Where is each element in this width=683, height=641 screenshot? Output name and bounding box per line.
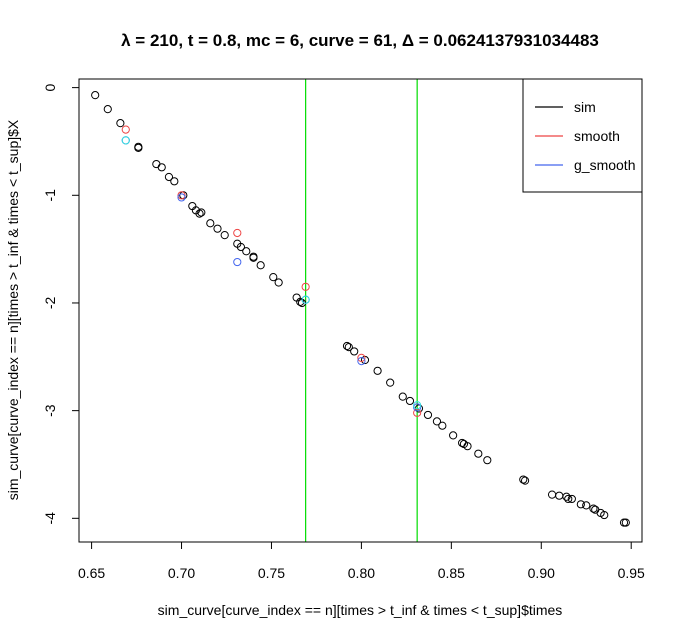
- data-point-sim: [274, 278, 283, 287]
- data-point-sim: [179, 191, 188, 200]
- y-tick-label: -3: [42, 404, 58, 417]
- data-point-sim: [386, 378, 395, 387]
- x-axis: 0.65 0.70 0.75 0.80 0.85 0.90 0.95: [78, 542, 645, 581]
- y-axis: 0 -1 -2 -3 -4: [42, 84, 79, 525]
- data-point-sim: [483, 456, 492, 465]
- data-point-sim: [463, 442, 472, 451]
- data-point-sim: [519, 475, 528, 484]
- data-point-sim: [520, 476, 530, 485]
- legend-label-g-smooth: g_smooth: [574, 157, 635, 173]
- data-point-g-smooth: [413, 403, 422, 412]
- data-point-sim: [170, 177, 179, 186]
- data-point-sim: [256, 261, 265, 270]
- data-point-sim: [564, 494, 573, 504]
- data-point-smooth: [301, 282, 310, 291]
- scatter-points: [91, 91, 630, 527]
- data-point-smooth: [233, 228, 242, 238]
- data-point-sim: [589, 504, 598, 513]
- data-point-sim: [342, 341, 352, 351]
- x-tick-label: 0.90: [528, 565, 555, 581]
- data-point-sim: [157, 163, 166, 172]
- data-point-sim: [405, 396, 415, 406]
- data-point-sim: [576, 500, 585, 509]
- x-tick-label: 0.70: [168, 565, 195, 581]
- data-point-sim: [600, 510, 609, 520]
- data-point-sim: [197, 208, 206, 217]
- data-point-sim: [567, 494, 576, 504]
- data-point-smooth: [177, 191, 186, 200]
- x-tick-label: 0.80: [348, 565, 375, 581]
- x-tick-label: 0.85: [438, 565, 465, 581]
- legend-label-smooth: smooth: [574, 128, 620, 144]
- data-point-sim: [236, 242, 245, 252]
- data-point-sim: [344, 343, 353, 352]
- data-point-sim: [152, 159, 161, 169]
- y-tick-label: -1: [42, 189, 58, 202]
- data-point-smooth: [121, 125, 130, 134]
- data-point-sim: [432, 417, 442, 426]
- data-point-sim: [220, 231, 229, 240]
- chart-title: λ = 210, t = 0.8, mc = 6, curve = 61, Δ …: [121, 31, 599, 50]
- data-point-sim: [398, 392, 407, 401]
- data-point-sim: [164, 172, 174, 182]
- x-tick-label: 0.75: [258, 565, 285, 581]
- data-point: [413, 401, 422, 410]
- data-point-sim: [242, 247, 251, 256]
- data-point: [121, 136, 130, 145]
- data-point-g-smooth: [177, 193, 186, 202]
- data-point-sim: [619, 518, 629, 527]
- data-point-sim: [547, 490, 557, 499]
- data-point-sim: [249, 253, 258, 262]
- data-point-sim: [621, 518, 630, 527]
- y-tick-label: -2: [42, 297, 58, 310]
- data-point-sim: [213, 224, 222, 233]
- x-tick-label: 0.95: [618, 565, 645, 581]
- y-axis-label: sim_curve[curve_index == n][times > t_in…: [5, 119, 21, 500]
- data-point-sim: [195, 209, 204, 218]
- x-axis-label: sim_curve[curve_index == n][times > t_in…: [158, 602, 563, 618]
- data-point-g-smooth: [233, 257, 242, 267]
- y-tick-label: 0: [42, 84, 58, 92]
- data-point-sim: [296, 297, 305, 306]
- data-point-sim: [373, 366, 382, 375]
- data-point-sim: [449, 431, 458, 440]
- data-point-sim: [555, 491, 564, 500]
- data-point-sim: [474, 449, 483, 458]
- x-tick-label: 0.65: [78, 565, 105, 581]
- plot-frame: [78, 78, 643, 543]
- data-point-sim: [91, 91, 100, 100]
- data-point-sim: [116, 119, 125, 128]
- data-point: [301, 295, 310, 304]
- data-point-sim: [423, 410, 433, 420]
- data-point-smooth: [357, 353, 366, 362]
- data-point-sim: [562, 492, 571, 501]
- legend: sim smooth g_smooth: [522, 78, 643, 193]
- data-point-sim: [350, 347, 359, 356]
- data-point-sim: [438, 421, 447, 430]
- threshold-lines: [305, 79, 418, 542]
- data-point-g-smooth: [357, 357, 366, 366]
- data-point-sim: [206, 219, 215, 228]
- data-point-sim: [582, 501, 591, 510]
- data-point-sim: [269, 273, 278, 282]
- legend-label-sim: sim: [574, 99, 596, 115]
- data-point-sim: [134, 143, 143, 153]
- data-point-sim: [103, 105, 112, 114]
- y-tick-label: -4: [42, 512, 58, 525]
